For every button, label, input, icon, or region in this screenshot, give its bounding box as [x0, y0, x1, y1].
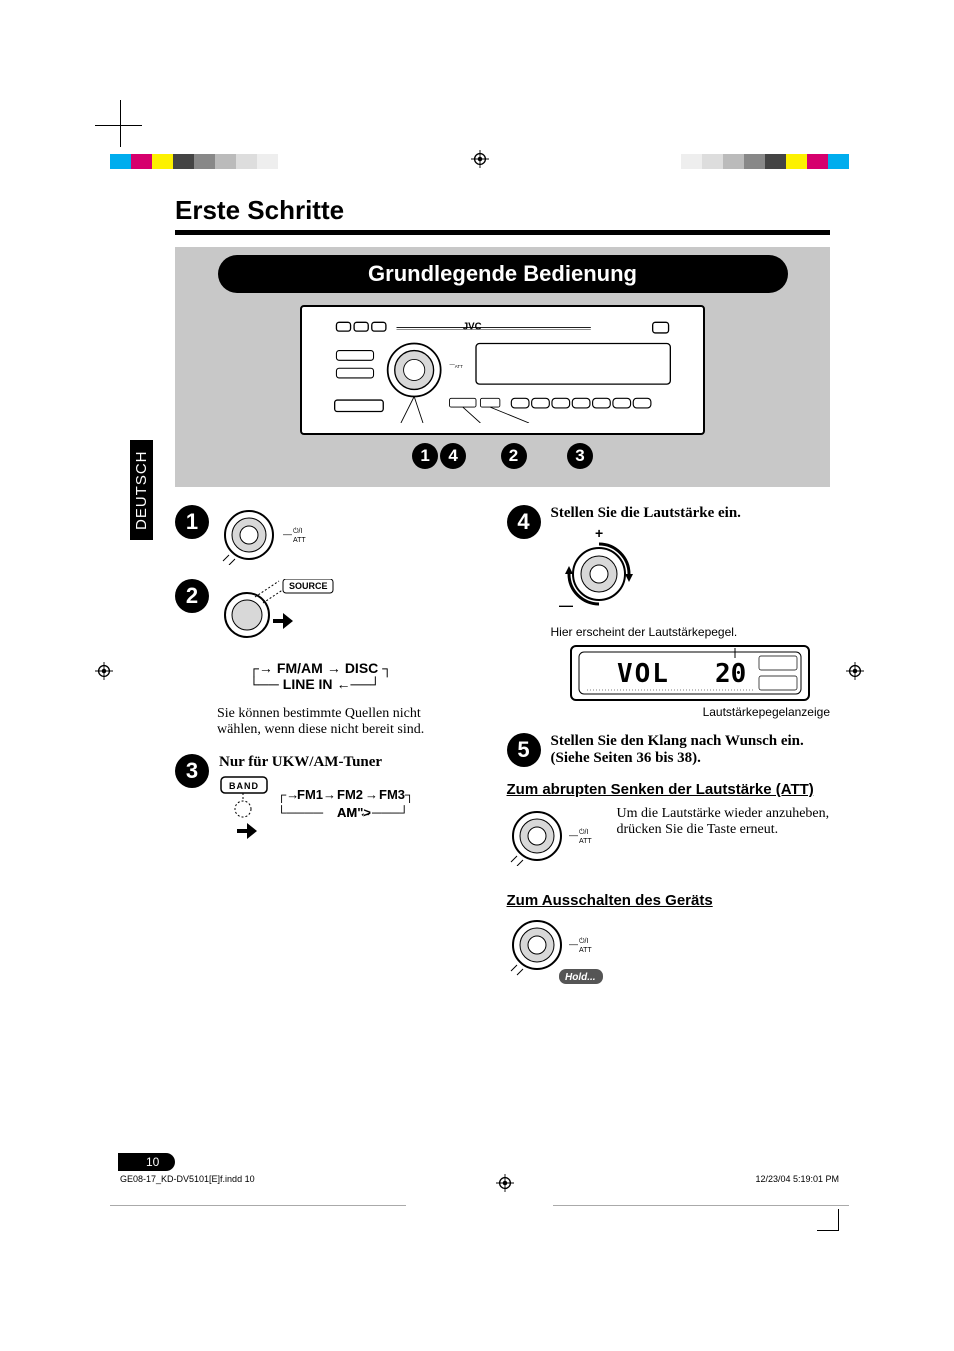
- title-rule: [175, 230, 830, 235]
- footer-registration-icon: [496, 1174, 514, 1192]
- svg-text:⏻/I: ⏻/I: [579, 937, 588, 945]
- step-1-number: 1: [175, 505, 209, 539]
- volume-display: VOL 20: [570, 645, 810, 701]
- att-heading: Zum abrupten Senken der Lautstärke (ATT): [507, 781, 831, 798]
- poweroff-knob-icon: — ⏻/I ATT Hold...: [507, 917, 647, 987]
- svg-text:SOURCE: SOURCE: [289, 581, 328, 591]
- step-2-number: 2: [175, 579, 209, 613]
- registration-mark-right-icon: [846, 662, 864, 680]
- language-tab: DEUTSCH: [130, 440, 153, 540]
- footer-filename: GE08-17_KD-DV5101[E]f.indd 10: [120, 1174, 255, 1192]
- poweroff-heading: Zum Ausschalten des Geräts: [507, 892, 831, 909]
- svg-text:AM: AM: [337, 805, 357, 820]
- svg-text:—: —: [569, 830, 578, 840]
- step-5-text: Stellen Sie den Klang nach Wunsch ein. (…: [551, 733, 831, 767]
- page-number: 10: [118, 1153, 175, 1171]
- printer-color-bar-bottom: [110, 1205, 849, 1206]
- power-knob-icon: — ⏻/I ATT: [219, 505, 339, 565]
- flow-linein: LINE IN: [283, 676, 333, 692]
- svg-text:←───┘: ←───┘: [359, 805, 409, 820]
- svg-text:┌→: ┌→: [277, 787, 299, 804]
- svg-text:—: —: [569, 939, 578, 949]
- svg-text:FM2: FM2: [337, 787, 363, 802]
- callout-3: 3: [567, 443, 593, 469]
- band-button-icon: BAND ┌→ FM1 → FM2 → FM3 ┐ └──── AM"> AM: [219, 775, 439, 845]
- step-1: 1 — ⏻/I ATT: [175, 505, 499, 565]
- page-content: Erste Schritte Grundlegende Bedienung JV…: [175, 195, 830, 992]
- callout-1: 1: [412, 443, 438, 469]
- svg-text:⏻/I: ⏻/I: [293, 527, 302, 535]
- att-block: — ⏻/I ATT Um die Lautstärke wieder anzuh…: [507, 806, 831, 866]
- right-column: 4 Stellen Sie die Lautstärke ein. + —: [507, 505, 831, 992]
- flow-disc: DISC: [345, 660, 378, 676]
- registration-mark-left-icon: [95, 662, 113, 680]
- volume-caption-above: Hier erscheint der Lautstärkepegel.: [551, 625, 831, 639]
- step-4-heading: Stellen Sie die Lautstärke ein.: [551, 505, 831, 522]
- car-stereo-illustration: JVC — ATT: [300, 305, 705, 435]
- step-4-number: 4: [507, 505, 541, 539]
- volume-knob-icon: + —: [551, 528, 651, 614]
- att-knob-icon: — ⏻/I ATT: [507, 806, 607, 866]
- svg-text:→: →: [365, 787, 378, 802]
- registration-mark-icon: [471, 150, 489, 168]
- source-flow-2: └── LINE IN ←──┘: [249, 676, 392, 692]
- footer: GE08-17_KD-DV5101[E]f.indd 10 12/23/04 5…: [120, 1174, 839, 1192]
- footer-timestamp: 12/23/04 5:19:01 PM: [755, 1174, 839, 1192]
- svg-text:Hold...: Hold...: [565, 972, 596, 983]
- color-strip-left: [110, 154, 278, 169]
- color-strip-right: [681, 154, 849, 169]
- step-2: 2 SOURCE ┌→ FM/AM →: [175, 579, 499, 692]
- svg-text:⏻/I: ⏻/I: [579, 828, 588, 836]
- page-title: Erste Schritte: [175, 195, 830, 226]
- step-4: 4 Stellen Sie die Lautstärke ein. + —: [507, 505, 831, 719]
- svg-text:ATT: ATT: [455, 364, 463, 369]
- volume-caption-below: Lautstärkepegelanzeige: [551, 705, 831, 719]
- step-3-number: 3: [175, 754, 209, 788]
- callout-4: 4: [440, 443, 466, 469]
- svg-text:—: —: [559, 597, 573, 613]
- svg-text:ATT: ATT: [293, 537, 306, 544]
- source-knob-icon: SOURCE: [219, 579, 379, 649]
- svg-text:┐: ┐: [404, 787, 414, 804]
- source-flow: ┌→ FM/AM → DISC ┐: [249, 660, 392, 676]
- svg-text:ATT: ATT: [579, 838, 592, 845]
- flow-fmam: FM/AM: [277, 660, 323, 676]
- device-overview-panel: Grundlegende Bedienung JVC: [175, 247, 830, 487]
- svg-text:→: →: [323, 787, 336, 802]
- svg-text:20: 20: [715, 659, 746, 689]
- svg-text:└────: └────: [277, 805, 324, 820]
- svg-text:FM3: FM3: [379, 787, 405, 802]
- att-text: Um die Lautstärke wieder anzuheben, drüc…: [617, 806, 831, 866]
- svg-text:BAND: BAND: [229, 781, 259, 791]
- svg-text:ATT: ATT: [579, 947, 592, 954]
- left-column: 1 — ⏻/I ATT 2: [175, 505, 499, 992]
- svg-text:—: —: [283, 529, 292, 539]
- svg-text:VOL: VOL: [617, 659, 670, 689]
- brand-label: JVC: [463, 321, 482, 332]
- svg-text:+: +: [595, 528, 603, 541]
- crop-corner-tl: [120, 125, 142, 147]
- device-callout-row: 14 2 3: [175, 443, 830, 469]
- section-banner: Grundlegende Bedienung: [218, 255, 788, 293]
- step-5-number: 5: [507, 733, 541, 767]
- printer-color-bar-top: [110, 150, 849, 173]
- crop-corner-br: [817, 1209, 839, 1231]
- step-5: 5 Stellen Sie den Klang nach Wunsch ein.…: [507, 733, 831, 767]
- step-2-note: Sie können bestimmte Quellen nicht wähle…: [217, 706, 457, 738]
- step-3-heading: Nur für UKW/AM-Tuner: [219, 754, 439, 771]
- svg-text:FM1: FM1: [297, 787, 323, 802]
- callout-2: 2: [501, 443, 527, 469]
- step-3: 3 Nur für UKW/AM-Tuner BAND ┌→ FM1 → FM2…: [175, 754, 499, 850]
